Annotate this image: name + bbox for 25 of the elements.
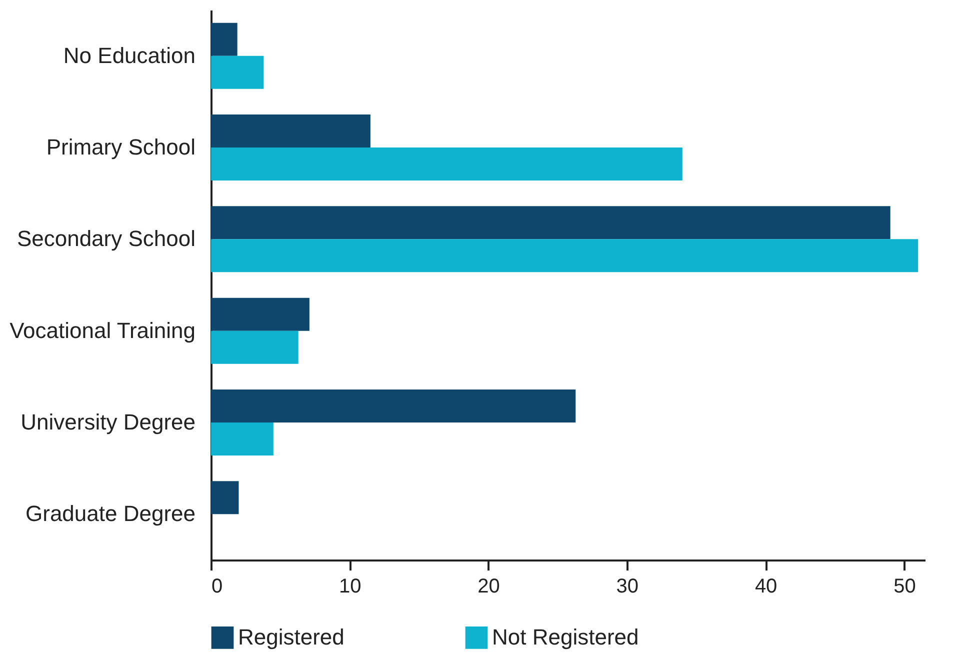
x-tick-label: 40	[754, 576, 778, 598]
bar	[211, 148, 682, 180]
bar	[211, 114, 370, 148]
x-tick-label: 0	[212, 576, 223, 598]
y-tick-label: Secondary School	[16, 226, 196, 252]
bar	[211, 481, 239, 514]
y-tick-label: Primary School	[46, 134, 196, 160]
legend-label: Registered	[238, 624, 344, 650]
x-tick-label: 50	[894, 576, 916, 598]
bar	[211, 390, 576, 422]
bar	[211, 22, 238, 56]
x-tick-label: 10	[339, 576, 362, 598]
x-tick-label: 30	[616, 576, 639, 598]
bar	[211, 56, 264, 89]
y-tick-label: No Education	[63, 42, 196, 68]
y-tick-label: Vocational Training	[10, 318, 196, 343]
legend-label: Not Registered	[492, 624, 639, 650]
y-tick-label: Graduate Degree	[26, 501, 196, 526]
bar	[211, 298, 310, 331]
x-tick-label: 20	[478, 576, 500, 598]
bar	[211, 330, 298, 364]
bar	[211, 422, 274, 456]
bar	[211, 206, 890, 240]
y-tick-label: University Degree	[20, 410, 196, 434]
bar	[211, 239, 918, 272]
